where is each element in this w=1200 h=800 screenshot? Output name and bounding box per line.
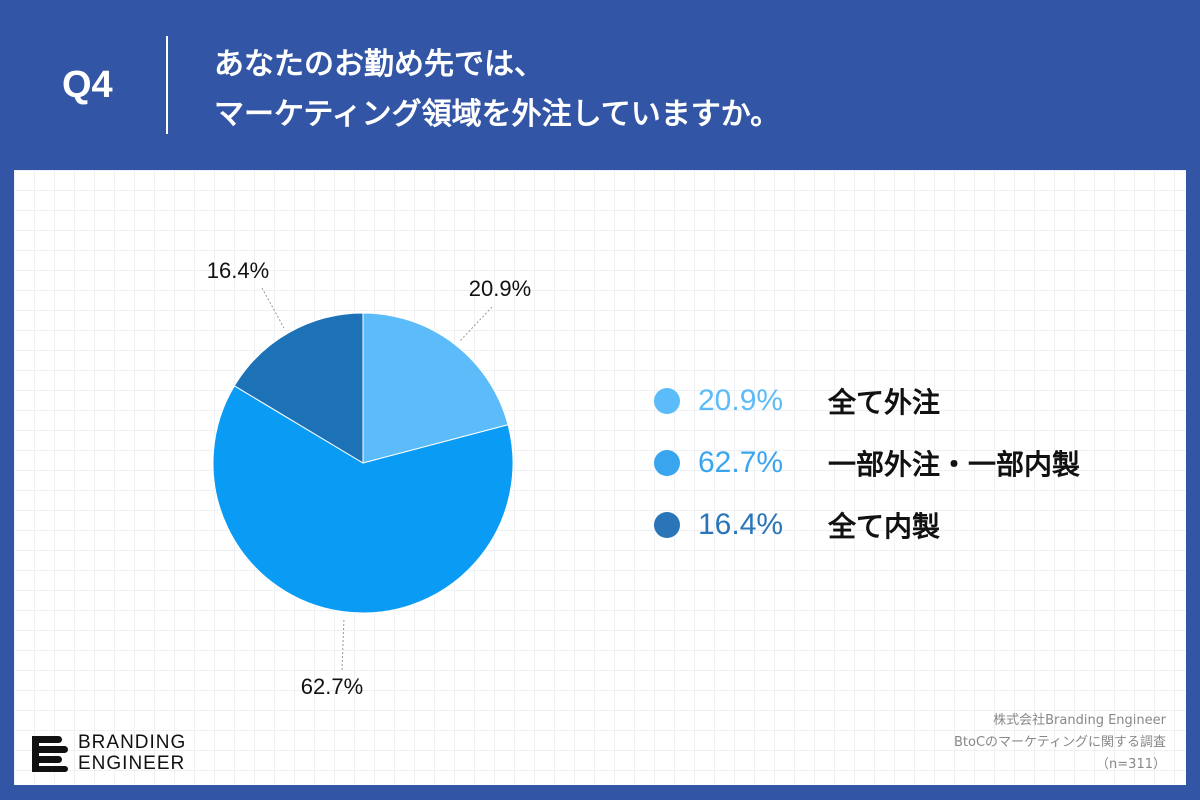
legend-dot (654, 512, 680, 538)
legend-dot (654, 450, 680, 476)
header: Q4 あなたのお勤め先では、 マーケティング領域を外注していますか。 (0, 0, 1200, 170)
question-title-line1: あなたのお勤め先では、 (214, 47, 544, 82)
logo-line2: ENGINEER (78, 753, 186, 774)
question-title: あなたのお勤め先では、 マーケティング領域を外注していますか。 (214, 40, 780, 140)
question-title-line2: マーケティング領域を外注していますか。 (214, 97, 781, 132)
logo-line1: BRANDING (78, 732, 187, 753)
legend-label: 全て内製 (828, 510, 941, 543)
logo-mark-icon (32, 736, 68, 772)
legend-item: 16.4% 全て内製 (654, 494, 1080, 556)
pie-slice (233, 312, 364, 464)
legend-value: 16.4% (698, 508, 784, 541)
source-note: 株式会社Branding Engineer BtoCのマーケティングに関する調査… (954, 710, 1166, 776)
legend-dot (654, 388, 680, 414)
pie-slice (212, 385, 514, 614)
source-line3: （n=311） (1096, 757, 1166, 772)
pie-chart: 20.9% 62.7% 16.4% (207, 258, 531, 699)
slice-label: 62.7% (301, 674, 363, 699)
legend-item: 62.7% 一部外注・一部内製 (654, 432, 1080, 494)
pie-slice (362, 312, 509, 464)
legend-label: 全て外注 (828, 386, 941, 419)
logo-text: BRANDING ENGINEER (78, 732, 186, 774)
chart-card: 20.9% 62.7% 16.4% 20.9% 全て外注 62.7% 一部外注・一部… (14, 170, 1186, 785)
legend-value: 62.7% (698, 446, 784, 479)
legend-value: 20.9% (698, 384, 784, 417)
leader-line (341, 617, 345, 671)
leader-line (458, 306, 493, 343)
header-divider (166, 36, 168, 134)
legend-item: 20.9% 全て外注 (654, 370, 1080, 432)
question-number: Q4 (62, 64, 113, 106)
company-logo: BRANDING ENGINEER (30, 732, 186, 774)
slice-label: 16.4% (207, 258, 269, 283)
source-line2: BtoCのマーケティングに関する調査 (953, 735, 1166, 750)
legend: 20.9% 全て外注 62.7% 一部外注・一部内製 16.4% 全て内製 (654, 370, 1080, 556)
source-line1: 株式会社Branding Engineer (993, 713, 1166, 728)
slice-label: 20.9% (469, 276, 531, 301)
legend-label: 一部外注・一部内製 (828, 448, 1081, 481)
leader-line (261, 287, 285, 329)
